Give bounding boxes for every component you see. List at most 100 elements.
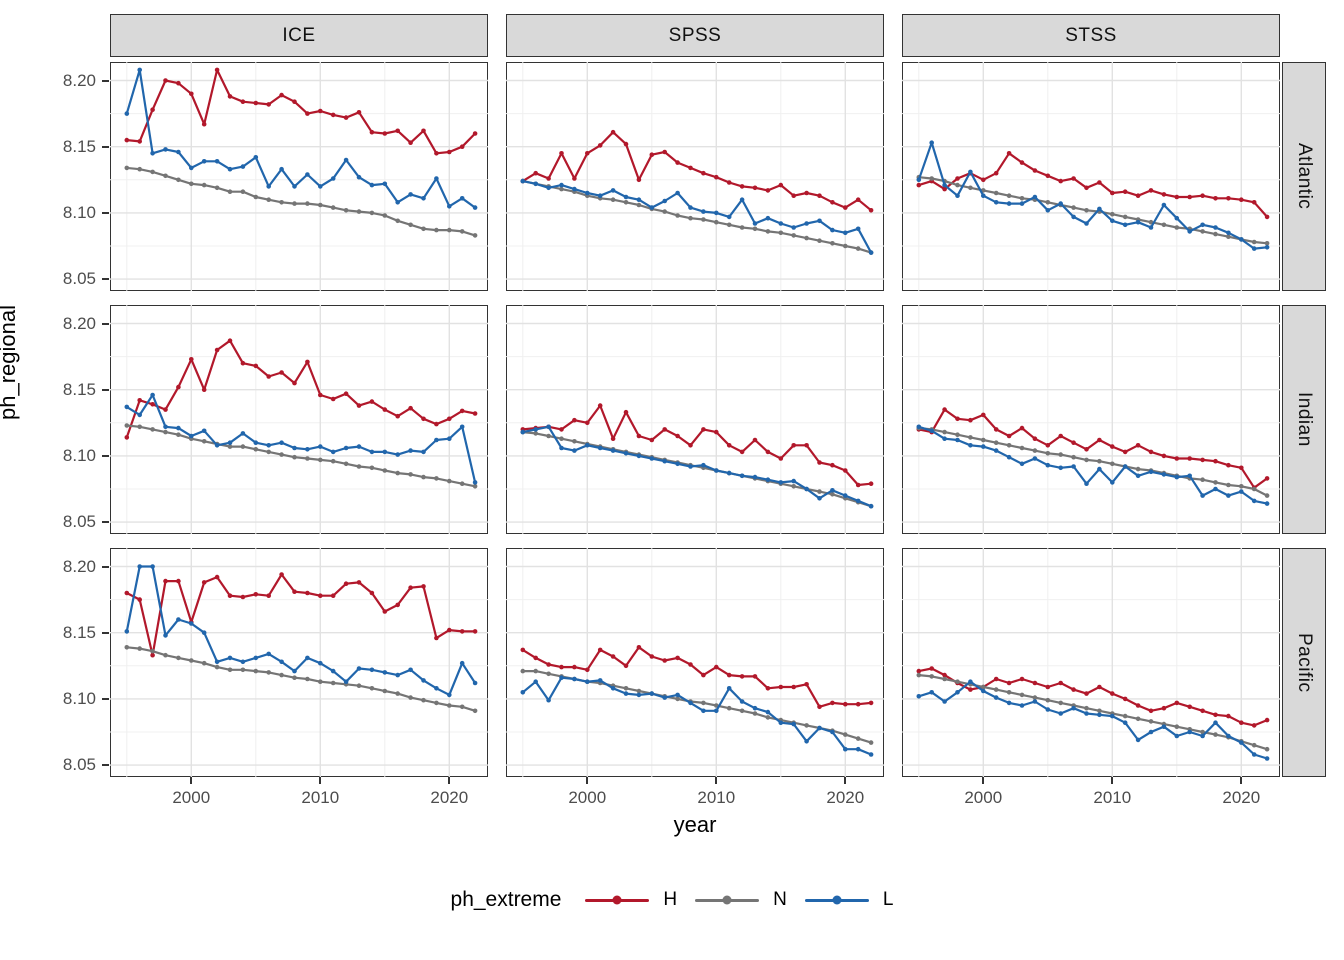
- series-L: [520, 424, 874, 509]
- facet-col-strip-SPSS: SPSS: [506, 14, 884, 57]
- y-tick-mark: [102, 565, 109, 568]
- y-tick-label: 8.20: [62, 556, 96, 576]
- y-tick-mark: [102, 521, 109, 524]
- x-tick-mark: [715, 777, 718, 784]
- panel-Atlantic-STSS: [902, 62, 1280, 291]
- legend-item-H: H: [585, 889, 677, 911]
- legend-label-N: N: [773, 889, 787, 910]
- gridlines: [506, 305, 884, 534]
- series-H: [916, 151, 1270, 220]
- series-H: [916, 666, 1270, 728]
- x-tick-label: 2000: [568, 788, 607, 807]
- series-N: [916, 672, 1270, 752]
- series-L: [916, 424, 1270, 506]
- panel-Indian-ICE: [110, 305, 488, 534]
- panel-Pacific-STSS: [902, 548, 1280, 777]
- y-tick-mark: [102, 631, 109, 634]
- y-tick-mark: [102, 145, 109, 148]
- y-tick-mark: [102, 322, 109, 325]
- series-L: [916, 679, 1270, 761]
- y-tick-label: 8.05: [62, 269, 96, 289]
- series-N: [124, 423, 478, 489]
- facet-col-label: STSS: [1065, 24, 1117, 46]
- series-L: [124, 564, 478, 698]
- series-L: [916, 140, 1270, 251]
- panel-Pacific-SPSS: [506, 548, 884, 777]
- gridlines: [902, 548, 1280, 777]
- series-L: [520, 178, 874, 255]
- y-tick-label: 8.10: [62, 445, 96, 465]
- facet-row-strip-Atlantic: Atlantic: [1282, 62, 1326, 291]
- y-tick-label: 8.20: [62, 70, 96, 90]
- gridlines: [902, 62, 1280, 291]
- x-tick-label: 2020: [1222, 788, 1261, 807]
- y-tick-label: 8.15: [62, 136, 96, 156]
- y-tick-mark: [102, 278, 109, 281]
- legend-key-L: [804, 890, 869, 910]
- gridlines: [902, 305, 1280, 534]
- x-tick-label: 2000: [172, 788, 211, 807]
- panel-Atlantic-SPSS: [506, 62, 884, 291]
- legend-item-N: N: [695, 889, 787, 911]
- facet-row-strip-Pacific: Pacific: [1282, 548, 1326, 777]
- x-tick-label: 2000: [964, 788, 1003, 807]
- panel-Indian-SPSS: [506, 305, 884, 534]
- x-tick-mark: [190, 777, 193, 784]
- series-H: [520, 129, 874, 213]
- x-tick-mark: [319, 777, 322, 784]
- y-tick-mark: [102, 764, 109, 767]
- facet-col-strip-ICE: ICE: [110, 14, 488, 57]
- x-tick-label: 2010: [301, 788, 340, 807]
- legend-label-L: L: [882, 889, 894, 910]
- legend-title: ph_extreme: [450, 888, 562, 911]
- x-tick-label: 2010: [1093, 788, 1132, 807]
- y-axis-title: ph_regional: [0, 305, 20, 420]
- y-tick-mark: [102, 697, 109, 700]
- gridlines: [506, 548, 884, 777]
- y-tick-label: 8.10: [62, 202, 96, 222]
- facet-row-strip-Indian: Indian: [1282, 305, 1326, 534]
- y-tick-mark: [102, 211, 109, 214]
- series-L: [124, 67, 478, 210]
- legend-item-L: L: [804, 889, 894, 911]
- x-tick-mark: [982, 777, 985, 784]
- panel-Atlantic-ICE: [110, 62, 488, 291]
- gridlines: [110, 305, 488, 534]
- legend: ph_extreme H N L: [0, 888, 1344, 912]
- x-tick-mark: [586, 777, 589, 784]
- series-H: [124, 338, 478, 440]
- gridlines: [110, 548, 488, 777]
- series-H: [520, 403, 874, 488]
- y-tick-label: 8.15: [62, 622, 96, 642]
- legend-key-N: [695, 890, 760, 910]
- series-H: [520, 645, 874, 710]
- legend-label-H: H: [663, 889, 678, 910]
- facet-row-label: Atlantic: [1294, 143, 1315, 210]
- x-axis-title: year: [673, 812, 717, 837]
- panel-Pacific-ICE: [110, 548, 488, 777]
- facet-row-label: Indian: [1294, 392, 1315, 447]
- x-tick-mark: [844, 777, 847, 784]
- y-tick-label: 8.05: [62, 755, 96, 775]
- legend-key-H: [585, 890, 650, 910]
- y-tick-label: 8.10: [62, 688, 96, 708]
- x-tick-label: 2020: [430, 788, 469, 807]
- y-tick-mark: [102, 454, 109, 457]
- y-tick-label: 8.05: [62, 512, 96, 532]
- x-tick-label: 2010: [697, 788, 736, 807]
- series-N: [124, 165, 478, 238]
- y-tick-mark: [102, 388, 109, 391]
- gridlines: [506, 62, 884, 291]
- y-tick-mark: [102, 79, 109, 82]
- x-tick-mark: [1240, 777, 1243, 784]
- facet-col-label: ICE: [282, 24, 316, 46]
- panel-Indian-STSS: [902, 305, 1280, 534]
- series-L: [124, 392, 478, 485]
- y-tick-label: 8.15: [62, 379, 96, 399]
- series-H: [124, 572, 478, 658]
- x-tick-label: 2020: [826, 788, 865, 807]
- facet-row-label: Pacific: [1294, 632, 1315, 693]
- series-L: [520, 675, 874, 757]
- facet-col-label: SPSS: [668, 24, 722, 46]
